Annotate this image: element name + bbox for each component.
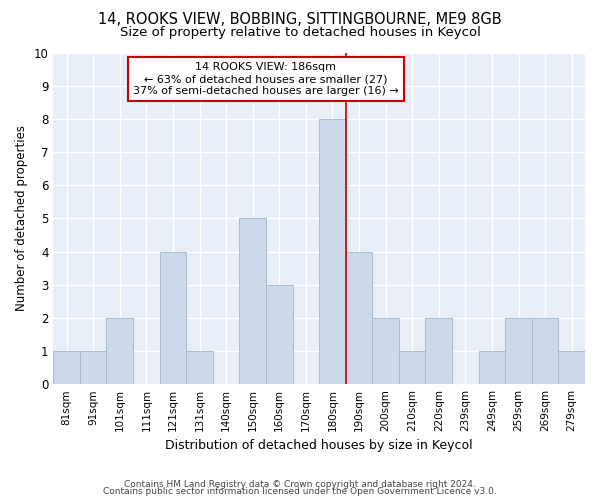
Bar xyxy=(532,318,559,384)
Bar xyxy=(373,318,399,384)
Text: Contains HM Land Registry data © Crown copyright and database right 2024.: Contains HM Land Registry data © Crown c… xyxy=(124,480,476,489)
Bar xyxy=(425,318,452,384)
Bar xyxy=(505,318,532,384)
Bar xyxy=(266,284,293,384)
X-axis label: Distribution of detached houses by size in Keycol: Distribution of detached houses by size … xyxy=(166,440,473,452)
Bar xyxy=(80,351,106,384)
Bar xyxy=(53,351,80,384)
Bar xyxy=(399,351,425,384)
Bar xyxy=(559,351,585,384)
Text: Size of property relative to detached houses in Keycol: Size of property relative to detached ho… xyxy=(119,26,481,39)
Bar xyxy=(160,252,186,384)
Bar xyxy=(239,218,266,384)
Bar xyxy=(186,351,213,384)
Bar xyxy=(106,318,133,384)
Text: Contains public sector information licensed under the Open Government Licence v3: Contains public sector information licen… xyxy=(103,487,497,496)
Bar xyxy=(319,119,346,384)
Text: 14 ROOKS VIEW: 186sqm
← 63% of detached houses are smaller (27)
37% of semi-deta: 14 ROOKS VIEW: 186sqm ← 63% of detached … xyxy=(133,62,399,96)
Text: 14, ROOKS VIEW, BOBBING, SITTINGBOURNE, ME9 8GB: 14, ROOKS VIEW, BOBBING, SITTINGBOURNE, … xyxy=(98,12,502,28)
Bar xyxy=(346,252,373,384)
Bar xyxy=(479,351,505,384)
Y-axis label: Number of detached properties: Number of detached properties xyxy=(15,126,28,312)
